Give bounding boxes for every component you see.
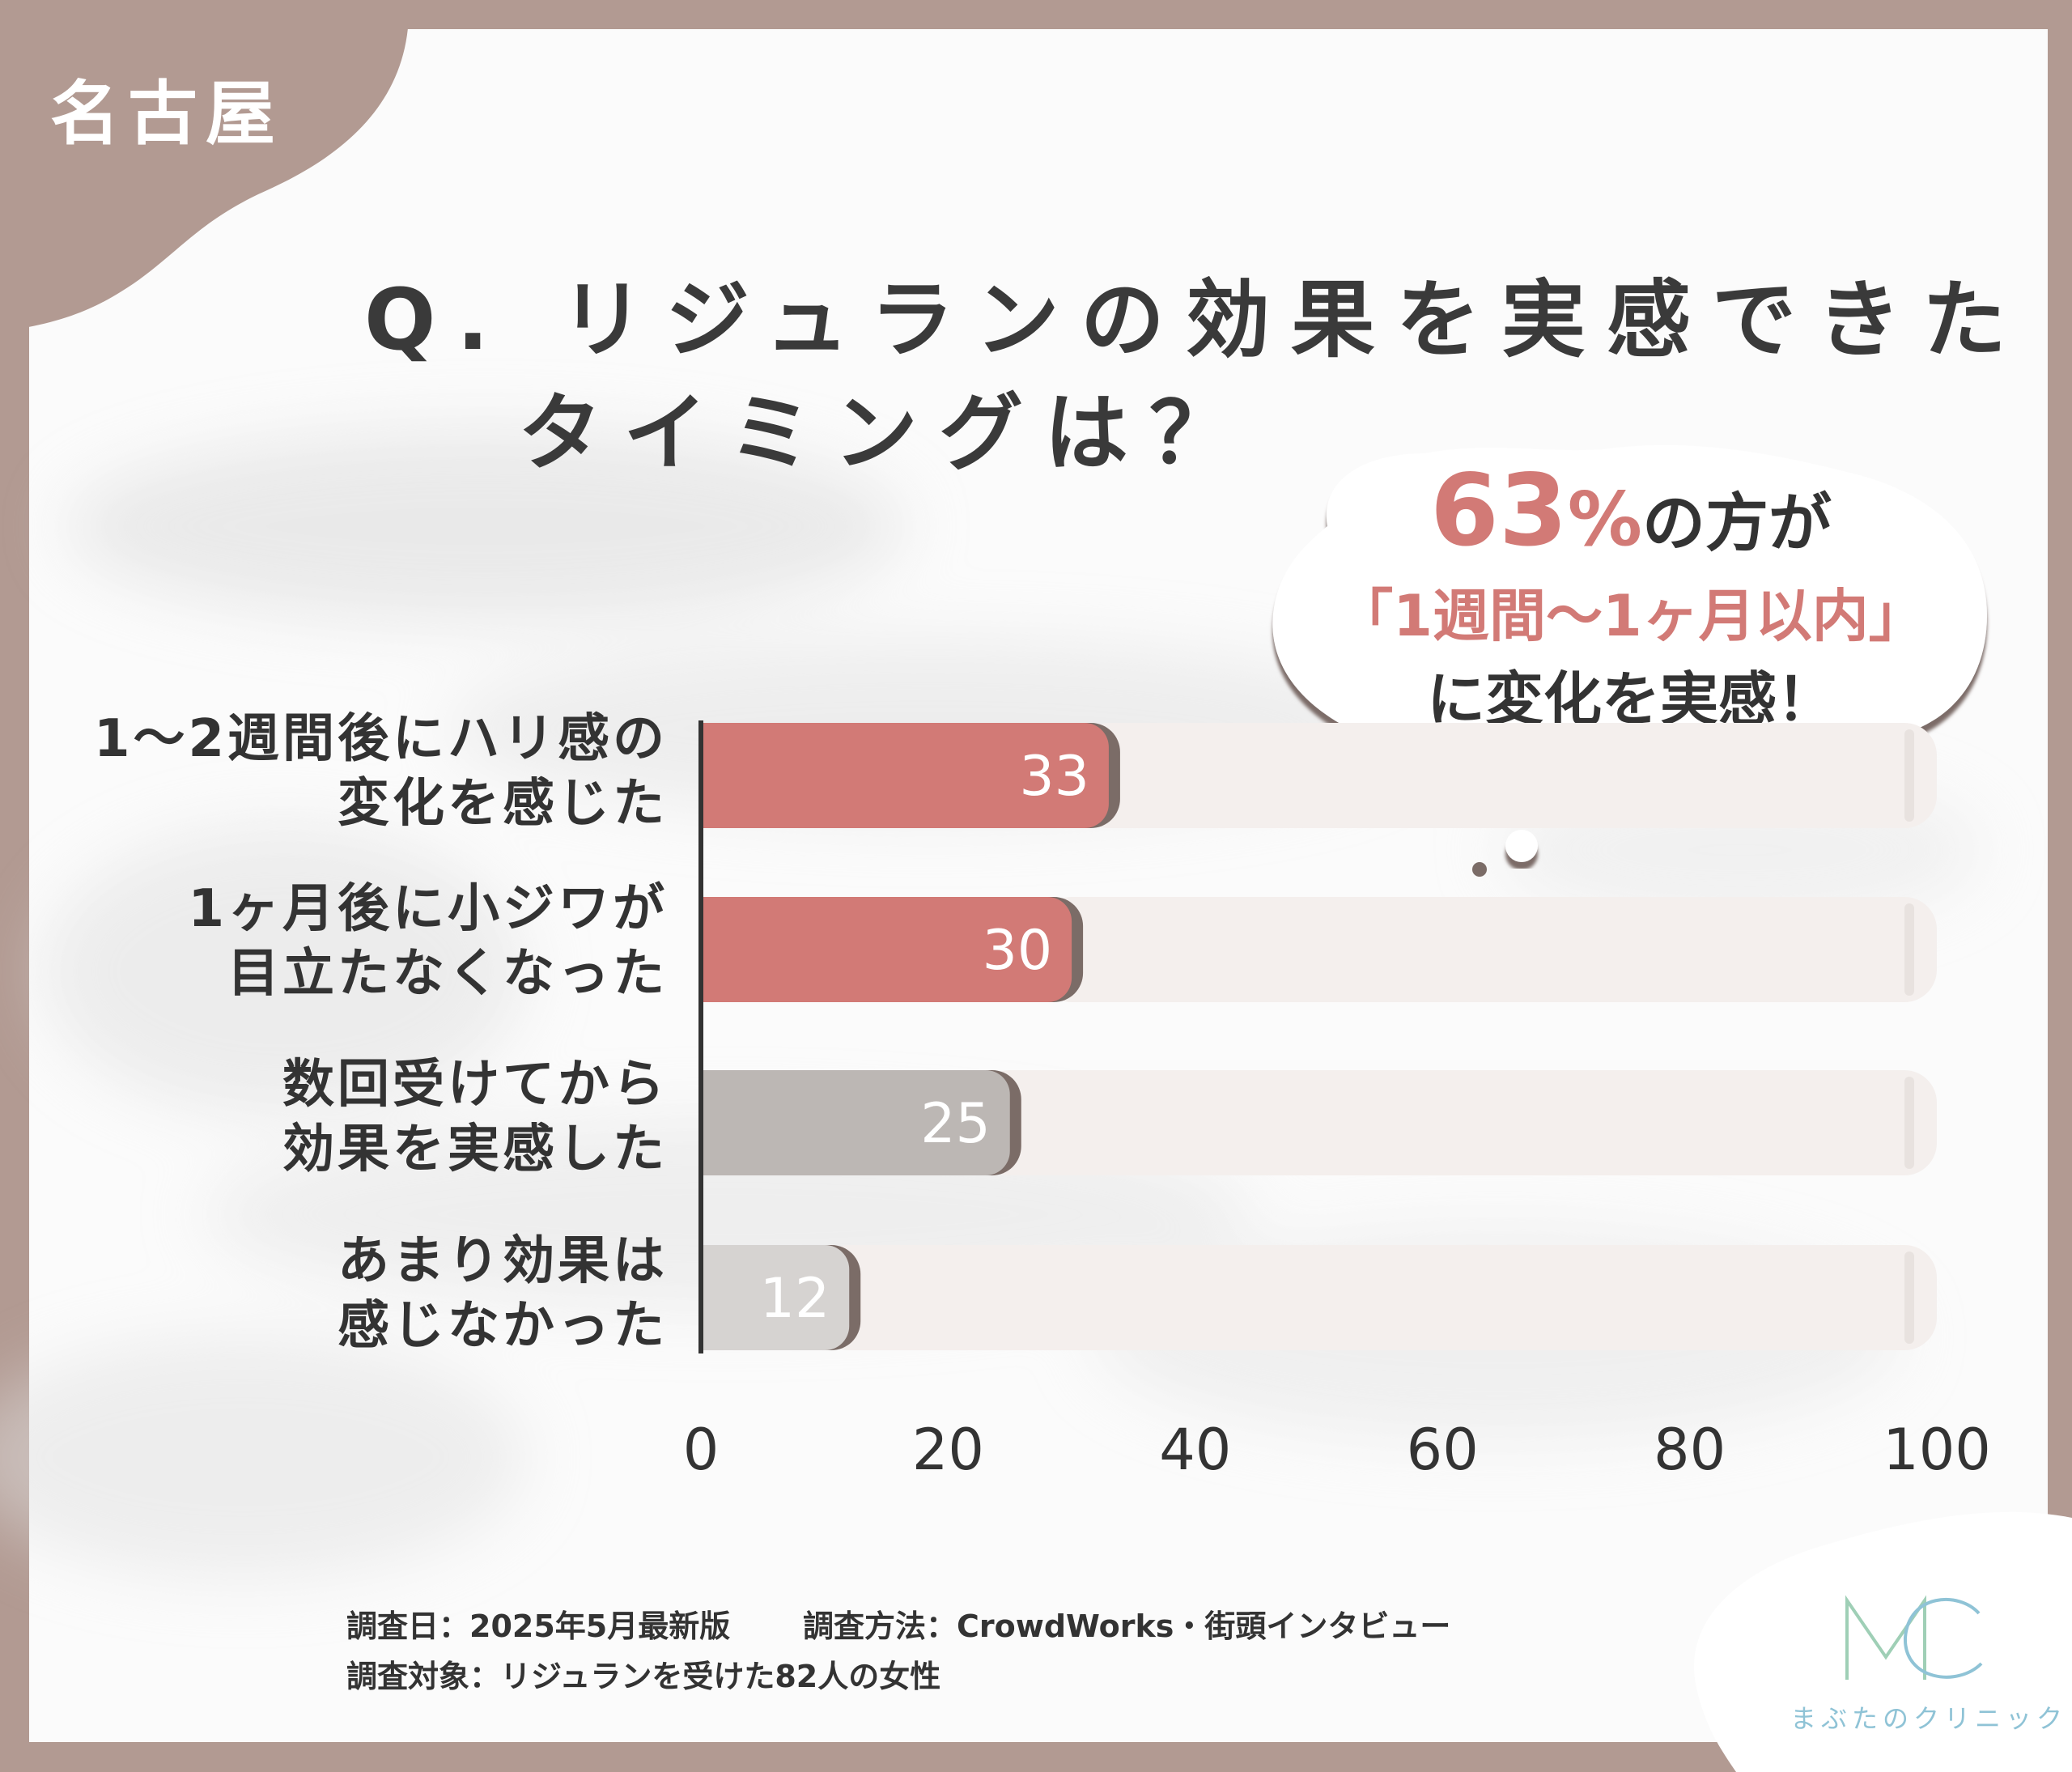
bar-1 (701, 723, 1109, 828)
callout-line1: 63%の方が (1287, 453, 1975, 568)
question-title-line2: タイミングは？ (518, 384, 1255, 482)
bar-group-4: 12 (701, 1245, 1937, 1350)
x-tick-label-40: 40 (1159, 1417, 1231, 1483)
bar-2 (701, 897, 1072, 1002)
corner-blob (0, 0, 410, 332)
x-tick-label-60: 60 (1407, 1417, 1479, 1483)
callout-line1-rest: の方が (1641, 487, 1832, 560)
category-label-1: 1〜2週間後にハリ感の 変化を感じた (49, 707, 668, 836)
category-label-4-line1: あまり効果は (338, 1231, 668, 1291)
bar-base-1 (701, 723, 733, 828)
bar-group-2: 30 (701, 897, 1937, 1002)
thought-dot-large (1505, 830, 1538, 862)
speech-bubble (1272, 444, 1987, 801)
bar-4 (701, 1245, 850, 1350)
category-label-2-line2: 目立たなくなった (227, 944, 668, 1004)
bar-track-1 (1076, 723, 1937, 828)
thought-dot-small (1472, 862, 1487, 877)
bar-track-2 (1039, 897, 1937, 1002)
x-tick-label-20: 20 (912, 1417, 984, 1483)
callout-percent-sign: % (1567, 476, 1642, 563)
bar-value-label-3: 25 (920, 1092, 991, 1156)
brand-name: まぶたのクリニック (1790, 1703, 2068, 1734)
brand-logo: MC (1845, 1595, 1983, 1687)
corner-blob-white (1693, 1511, 2072, 1772)
bar-track-3 (977, 1070, 1937, 1175)
brand-logo-letters: MC (1914, 1685, 1916, 1687)
callout-percent: 63 (1430, 453, 1568, 568)
category-label-4: あまり効果は 感じなかった (49, 1229, 668, 1358)
bar-track-edge-2 (1904, 903, 1914, 996)
region-tag: 名古屋 (50, 74, 283, 155)
x-tick-label-0: 0 (683, 1417, 720, 1483)
bar-base-4 (701, 1245, 733, 1350)
bar-base-3 (701, 1070, 733, 1175)
x-tick-label-100: 100 (1883, 1417, 1991, 1483)
category-label-3: 数回受けてから 効果を実感した (49, 1052, 668, 1182)
bar-track-4 (817, 1245, 1937, 1350)
survey-method: 調査方法：CrowdWorks・街頭インタビュー (803, 1608, 1451, 1644)
callout-line3: に変化を実感！ (1426, 665, 1835, 733)
bar-group-3: 25 (701, 1070, 1937, 1175)
bar-value-label-4: 12 (760, 1267, 830, 1331)
category-label-4-line2: 感じなかった (338, 1296, 668, 1356)
category-label-3-line2: 効果を実感した (282, 1120, 668, 1179)
question-title-line1: Q. リジュランの効果を実感できた (364, 270, 2027, 369)
category-label-3-line1: 数回受けてから (282, 1055, 668, 1115)
category-label-2: 1ヶ月後に小ジワが 目立たなくなった (49, 877, 668, 1006)
category-label-1-line1: 1〜2週間後にハリ感の (93, 709, 668, 769)
bar-base-2 (701, 897, 733, 1002)
category-label-1-line2: 変化を感じた (338, 774, 668, 834)
x-tick-label-80: 80 (1654, 1417, 1726, 1483)
bar-value-label-1: 33 (1019, 745, 1089, 809)
bar-track-edge-1 (1904, 729, 1914, 822)
category-label-2-line1: 1ヶ月後に小ジワが (188, 879, 668, 939)
callout-line2: 「1週間〜1ヶ月以内」 (1336, 583, 1926, 649)
bar-3 (701, 1070, 1010, 1175)
bar-track-edge-4 (1904, 1251, 1914, 1344)
survey-date: 調査日：2025年5月最新版 (346, 1608, 731, 1644)
bar-group-1: 33 (701, 723, 1937, 828)
bar-track-edge-3 (1904, 1077, 1914, 1169)
survey-target: 調査対象：リジュランを受けた82人の女性 (346, 1659, 941, 1694)
bar-value-label-2: 30 (983, 919, 1053, 983)
